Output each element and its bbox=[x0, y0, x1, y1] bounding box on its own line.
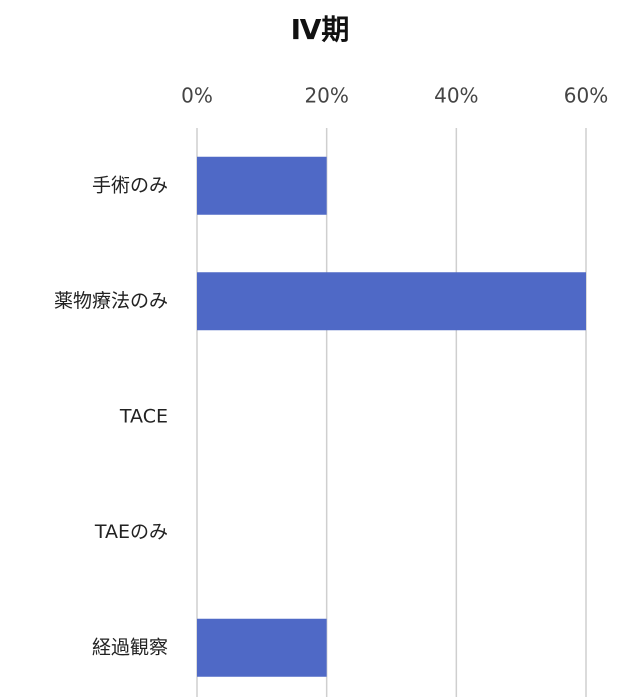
y-tick-label: 経過観察 bbox=[92, 636, 168, 658]
x-tick-label: 0% bbox=[181, 84, 213, 108]
x-tick-label: 60% bbox=[564, 84, 608, 108]
y-tick-label: 薬物療法のみ bbox=[54, 290, 168, 312]
chart-title: Ⅳ期 bbox=[291, 13, 350, 46]
y-tick-label: 手術のみ bbox=[92, 174, 168, 196]
x-tick-label: 40% bbox=[434, 84, 478, 108]
y-tick-label: TAEのみ bbox=[94, 521, 168, 543]
y-tick-label: TACE bbox=[119, 405, 168, 427]
bar bbox=[197, 618, 327, 677]
x-tick-label: 20% bbox=[304, 84, 348, 108]
bar bbox=[197, 156, 327, 215]
bar bbox=[197, 272, 586, 331]
